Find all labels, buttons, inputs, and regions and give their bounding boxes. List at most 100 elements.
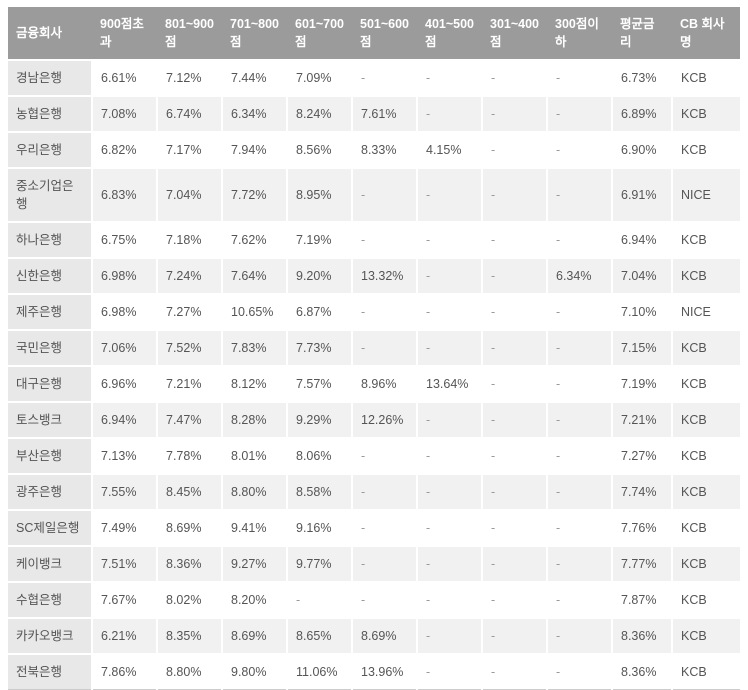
rate-cell: KCB — [671, 653, 740, 690]
rate-cell: 7.61% — [351, 95, 417, 132]
rate-cell: 6.34% — [221, 95, 287, 132]
rate-cell: 7.04% — [156, 167, 222, 222]
rate-cell: - — [286, 581, 352, 618]
rate-cell: 7.19% — [286, 221, 352, 258]
rate-cell: 8.69% — [221, 617, 287, 654]
column-header: CB 회사명 — [672, 7, 740, 60]
rate-cell: 7.24% — [156, 257, 222, 294]
column-header: 평균금리 — [612, 7, 672, 60]
rate-cell: - — [416, 329, 482, 366]
column-header: 900점초과 — [92, 7, 157, 60]
column-header: 401~500점 — [417, 7, 482, 60]
rate-cell: - — [351, 509, 417, 546]
rate-cell: 7.86% — [91, 653, 157, 690]
rate-cell: KCB — [671, 509, 740, 546]
bank-name-cell: 농협은행 — [8, 95, 92, 132]
rate-cell: - — [546, 581, 612, 618]
rate-cell: KCB — [671, 401, 740, 438]
rate-cell: 13.32% — [351, 257, 417, 294]
bank-name-cell: 수협은행 — [8, 581, 92, 618]
bank-name-cell: 토스뱅크 — [8, 401, 92, 438]
bank-name-cell: 하나은행 — [8, 221, 92, 258]
table-row: 국민은행 7.06% 7.52% 7.83% 7.73% - - - -7.15% KCB — [8, 329, 740, 366]
bank-name-cell: 케이뱅크 — [8, 545, 92, 582]
rate-cell: - — [481, 545, 547, 582]
rate-cell: 9.16% — [286, 509, 352, 546]
rate-cell: - — [481, 95, 547, 132]
column-header: 701~800점 — [222, 7, 287, 60]
credit-score-interest-rate-table: 금융회사 900점초과 801~900점 701~800점 601~700점 501~60… — [8, 7, 740, 690]
rate-cell: - — [546, 131, 612, 168]
rate-cell: - — [481, 293, 547, 330]
rate-cell: - — [416, 293, 482, 330]
rate-cell: 8.36% — [156, 545, 222, 582]
bank-name-cell: 대구은행 — [8, 365, 92, 402]
rate-cell: - — [481, 437, 547, 474]
rate-cell: - — [351, 329, 417, 366]
rate-cell: - — [481, 617, 547, 654]
rate-cell: 6.90% — [611, 131, 672, 168]
column-header: 501~600점 — [352, 7, 417, 60]
rate-cell: - — [481, 131, 547, 168]
table-row: 부산은행 7.13% 7.78% 8.01% 8.06% - - - -7.27% KCB — [8, 437, 740, 474]
rate-cell: 7.47% — [156, 401, 222, 438]
rate-cell: - — [416, 221, 482, 258]
rate-cell: 6.61% — [91, 59, 157, 96]
rate-cell: 9.41% — [221, 509, 287, 546]
column-header: 300점이하 — [547, 7, 612, 60]
rate-cell: KCB — [671, 581, 740, 618]
rate-cell: - — [351, 581, 417, 618]
rate-cell: - — [416, 95, 482, 132]
rate-cell: - — [416, 617, 482, 654]
rate-cell: 9.80% — [221, 653, 287, 690]
table-row: 카카오뱅크 6.21% 8.35% 8.69% 8.65% 8.69% - - -8.36% KC… — [8, 617, 740, 654]
rate-cell: - — [416, 59, 482, 96]
rate-cell: 8.36% — [611, 653, 672, 690]
rate-cell: 6.75% — [91, 221, 157, 258]
rate-cell: - — [481, 509, 547, 546]
rate-cell: - — [481, 401, 547, 438]
rate-cell: - — [416, 437, 482, 474]
column-header: 801~900점 — [157, 7, 222, 60]
rate-cell: - — [546, 545, 612, 582]
rate-cell: 8.96% — [351, 365, 417, 402]
bank-name-cell: 광주은행 — [8, 473, 92, 510]
rate-cell: 9.20% — [286, 257, 352, 294]
rate-cell: - — [481, 473, 547, 510]
rate-cell: 8.95% — [286, 167, 352, 222]
rate-cell: - — [351, 437, 417, 474]
rate-cell: 6.82% — [91, 131, 157, 168]
bank-name-cell: 제주은행 — [8, 293, 92, 330]
rate-cell: - — [416, 167, 482, 222]
bank-name-cell: SC제일은행 — [8, 509, 92, 546]
rate-cell: 7.78% — [156, 437, 222, 474]
rate-cell: 7.10% — [611, 293, 672, 330]
rate-cell: - — [416, 257, 482, 294]
rate-cell: - — [546, 329, 612, 366]
rate-cell: 12.26% — [351, 401, 417, 438]
rate-cell: 7.83% — [221, 329, 287, 366]
rate-cell: - — [546, 95, 612, 132]
rate-cell: 6.98% — [91, 293, 157, 330]
table-row: SC제일은행 7.49% 8.69% 9.41% 9.16% - - - -7.76% KCB — [8, 509, 740, 546]
bank-name-cell: 카카오뱅크 — [8, 617, 92, 654]
column-header: 금융회사 — [8, 7, 92, 60]
rate-cell: 8.33% — [351, 131, 417, 168]
rate-cell: 7.52% — [156, 329, 222, 366]
rate-cell: 9.27% — [221, 545, 287, 582]
rate-cell: - — [416, 473, 482, 510]
rate-cell: 7.17% — [156, 131, 222, 168]
rate-cell: 6.74% — [156, 95, 222, 132]
rate-cell: - — [416, 545, 482, 582]
rate-cell: - — [546, 473, 612, 510]
rate-cell: 7.09% — [286, 59, 352, 96]
table-row: 대구은행 6.96% 7.21% 8.12% 7.57% 8.96% 13.64% - -7.1… — [8, 365, 740, 402]
bank-name-cell: 국민은행 — [8, 329, 92, 366]
table-row: 하나은행 6.75% 7.18% 7.62% 7.19% - - - -6.94% KCB — [8, 221, 740, 258]
rate-cell: - — [546, 365, 612, 402]
rate-cell: 7.87% — [611, 581, 672, 618]
rate-cell: 13.96% — [351, 653, 417, 690]
table-row: 수협은행 7.67% 8.02% 8.20% - - - - -7.87% KCB — [8, 581, 740, 618]
rate-cell: KCB — [671, 545, 740, 582]
